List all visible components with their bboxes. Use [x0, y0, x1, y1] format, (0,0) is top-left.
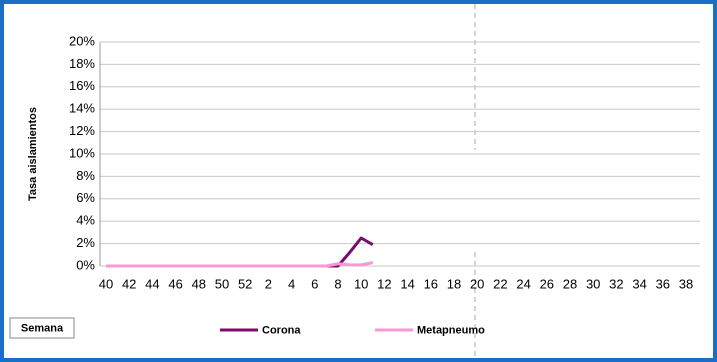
y-tick-label: 10% [69, 145, 95, 160]
y-tick-label: 4% [76, 213, 95, 228]
x-axis-label: Semana [21, 322, 64, 334]
y-tick-label: 20% [69, 33, 95, 48]
x-tick-label: 2 [265, 276, 272, 291]
x-tick-label: 8 [334, 276, 341, 291]
x-tick-label: 50 [215, 276, 229, 291]
x-tick-label: 16 [424, 276, 438, 291]
x-tick-label: 22 [493, 276, 507, 291]
x-tick-label: 52 [238, 276, 252, 291]
y-tick-label: 16% [69, 78, 95, 93]
x-tick-label: 30 [586, 276, 600, 291]
x-tick-label: 40 [99, 276, 113, 291]
x-tick-label: 14 [400, 276, 414, 291]
x-tick-label: 36 [656, 276, 670, 291]
x-tick-label: 46 [168, 276, 182, 291]
x-tick-label: 44 [145, 276, 159, 291]
x-label-box [9, 317, 75, 339]
x-tick-label: 32 [609, 276, 623, 291]
legend-label: Metapneumo [417, 324, 485, 336]
x-tick-label: 48 [192, 276, 206, 291]
x-tick-label: 18 [447, 276, 461, 291]
y-tick-label: 12% [69, 123, 95, 138]
legend-label: Corona [262, 324, 301, 336]
x-tick-label: 28 [563, 276, 577, 291]
x-tick-label: 38 [679, 276, 693, 291]
y-tick-label: 18% [69, 56, 95, 71]
x-tick-label: 26 [540, 276, 554, 291]
x-tick-label: 42 [122, 276, 136, 291]
x-tick-label: 24 [516, 276, 530, 291]
y-axis-label: Tasa aislamientos [27, 107, 39, 201]
y-tick-label: 0% [76, 257, 95, 272]
y-tick-label: 8% [76, 168, 95, 183]
x-tick-label: 6 [311, 276, 318, 291]
series-line [106, 261, 374, 268]
x-tick-label: 20 [470, 276, 484, 291]
y-tick-label: 6% [76, 190, 95, 205]
x-tick-label: 4 [288, 276, 295, 291]
x-tick-label: 34 [632, 276, 646, 291]
x-tick-label: 10 [354, 276, 368, 291]
y-tick-label: 14% [69, 101, 95, 116]
x-tick-label: 12 [377, 276, 391, 291]
y-tick-label: 2% [76, 235, 95, 250]
